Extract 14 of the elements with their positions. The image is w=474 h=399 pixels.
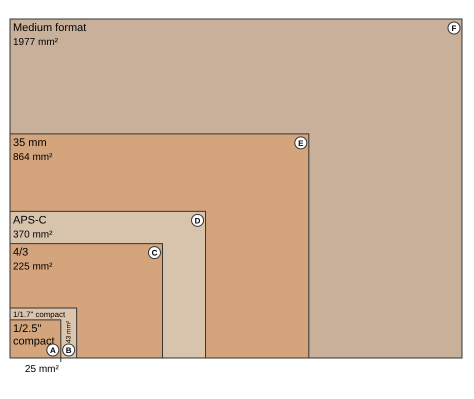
category-label: 4/3 xyxy=(13,246,28,259)
data-label: 25 mm² xyxy=(24,364,60,375)
circle-badge: D xyxy=(191,214,204,227)
circle-badge: E xyxy=(294,136,308,150)
data-label: 1977 mm² xyxy=(13,37,59,48)
circle-badge: A xyxy=(46,344,60,356)
category-label: APS-C xyxy=(13,214,47,226)
data-label: 225 mm² xyxy=(13,262,54,273)
circle-badge: C xyxy=(148,246,161,260)
circle-badge: B xyxy=(62,344,76,356)
category-label: Medium format xyxy=(13,22,86,34)
category-label: 35 mm xyxy=(13,136,47,149)
data-label: 370 mm² xyxy=(13,229,54,240)
data-label: 864 mm² xyxy=(13,152,54,163)
